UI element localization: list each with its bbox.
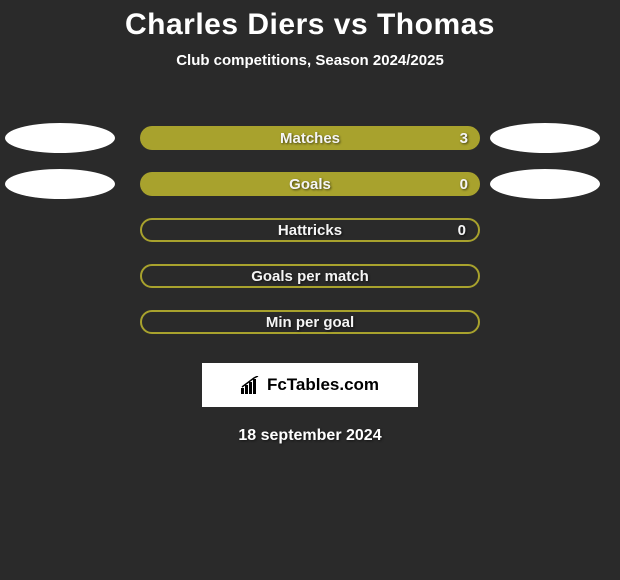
date-text: 18 september 2024 bbox=[238, 427, 381, 445]
stat-label: Min per goal bbox=[266, 314, 354, 331]
chart-icon bbox=[241, 376, 263, 394]
stat-row: Hattricks 0 bbox=[0, 207, 620, 253]
stat-row: Matches 3 bbox=[0, 115, 620, 161]
page-subtitle: Club competitions, Season 2024/2025 bbox=[176, 52, 444, 69]
stat-label: Goals bbox=[289, 176, 331, 193]
stats-list: Matches 3 Goals 0 Hattricks 0 Goals per match M… bbox=[0, 115, 620, 345]
stat-row: Goals 0 bbox=[0, 161, 620, 207]
player-left-pill bbox=[5, 169, 115, 199]
stat-label: Goals per match bbox=[251, 268, 369, 285]
player-right-pill bbox=[490, 169, 600, 199]
stat-value: 0 bbox=[460, 176, 468, 193]
stat-bar: Min per goal bbox=[140, 310, 480, 334]
logo-inner: FcTables.com bbox=[241, 375, 379, 395]
stat-bar: Matches 3 bbox=[140, 126, 480, 150]
stat-label: Hattricks bbox=[278, 222, 342, 239]
stat-bar: Hattricks 0 bbox=[140, 218, 480, 242]
stat-bar: Goals per match bbox=[140, 264, 480, 288]
logo-badge: FcTables.com bbox=[202, 363, 418, 407]
player-right-pill bbox=[490, 123, 600, 153]
stat-label: Matches bbox=[280, 130, 340, 147]
comparison-card: Charles Diers vs Thomas Club competition… bbox=[0, 0, 620, 445]
stat-bar: Goals 0 bbox=[140, 172, 480, 196]
stat-row: Goals per match bbox=[0, 253, 620, 299]
stat-value: 0 bbox=[458, 222, 466, 239]
player-left-pill bbox=[5, 123, 115, 153]
stat-value: 3 bbox=[460, 130, 468, 147]
page-title: Charles Diers vs Thomas bbox=[125, 8, 495, 42]
logo-text: FcTables.com bbox=[267, 375, 379, 395]
stat-row: Min per goal bbox=[0, 299, 620, 345]
